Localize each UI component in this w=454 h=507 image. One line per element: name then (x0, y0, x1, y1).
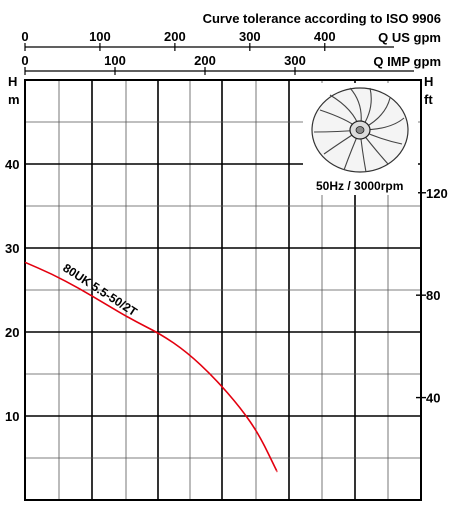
impeller-icon (311, 87, 409, 173)
y-left-tick-label-3: 40 (5, 157, 19, 172)
top-tick-label-2: 200 (164, 29, 186, 44)
y-left-title: H (8, 74, 17, 89)
top-axis-label: Q US gpm (378, 30, 441, 45)
x-tick-label-3: 300 (284, 53, 306, 68)
x-tick-label-2: 200 (194, 53, 216, 68)
top-axis-ticks: 0 100 200 300 400 (21, 29, 336, 51)
x-tick-label-1: 100 (104, 53, 126, 68)
plot-frame (24, 79, 422, 501)
y-right-tick-label-0: 40 (426, 391, 440, 406)
series-line-80uk (24, 261, 278, 473)
top-tick-label-3: 300 (239, 29, 261, 44)
x-tick-label-0: 0 (21, 53, 28, 68)
chart-title: Curve tolerance according to ISO 9906 (203, 11, 441, 26)
y-right-title: H (424, 74, 433, 89)
top-tick-label-0: 0 (21, 29, 28, 44)
y-right-unit: ft (424, 92, 433, 107)
top-tick-label-4: 400 (314, 29, 336, 44)
y-left-tick-label-1: 20 (5, 325, 19, 340)
x-axis-label: Q IMP gpm (373, 54, 441, 69)
x-axis-ticks: 0 100 200 300 (21, 53, 306, 75)
y-right-tick-label-2: 120 (426, 186, 448, 201)
speed-badge: 50Hz / 3000rpm (316, 179, 403, 193)
top-tick-label-1: 100 (89, 29, 111, 44)
y-right-tick-label-1: 80 (426, 288, 440, 303)
y-left-tick-label-2: 30 (5, 241, 19, 256)
y-left-unit: m (8, 92, 20, 107)
y-left-ticks: 10 20 30 40 (5, 157, 19, 424)
y-left-tick-label-0: 10 (5, 409, 19, 424)
